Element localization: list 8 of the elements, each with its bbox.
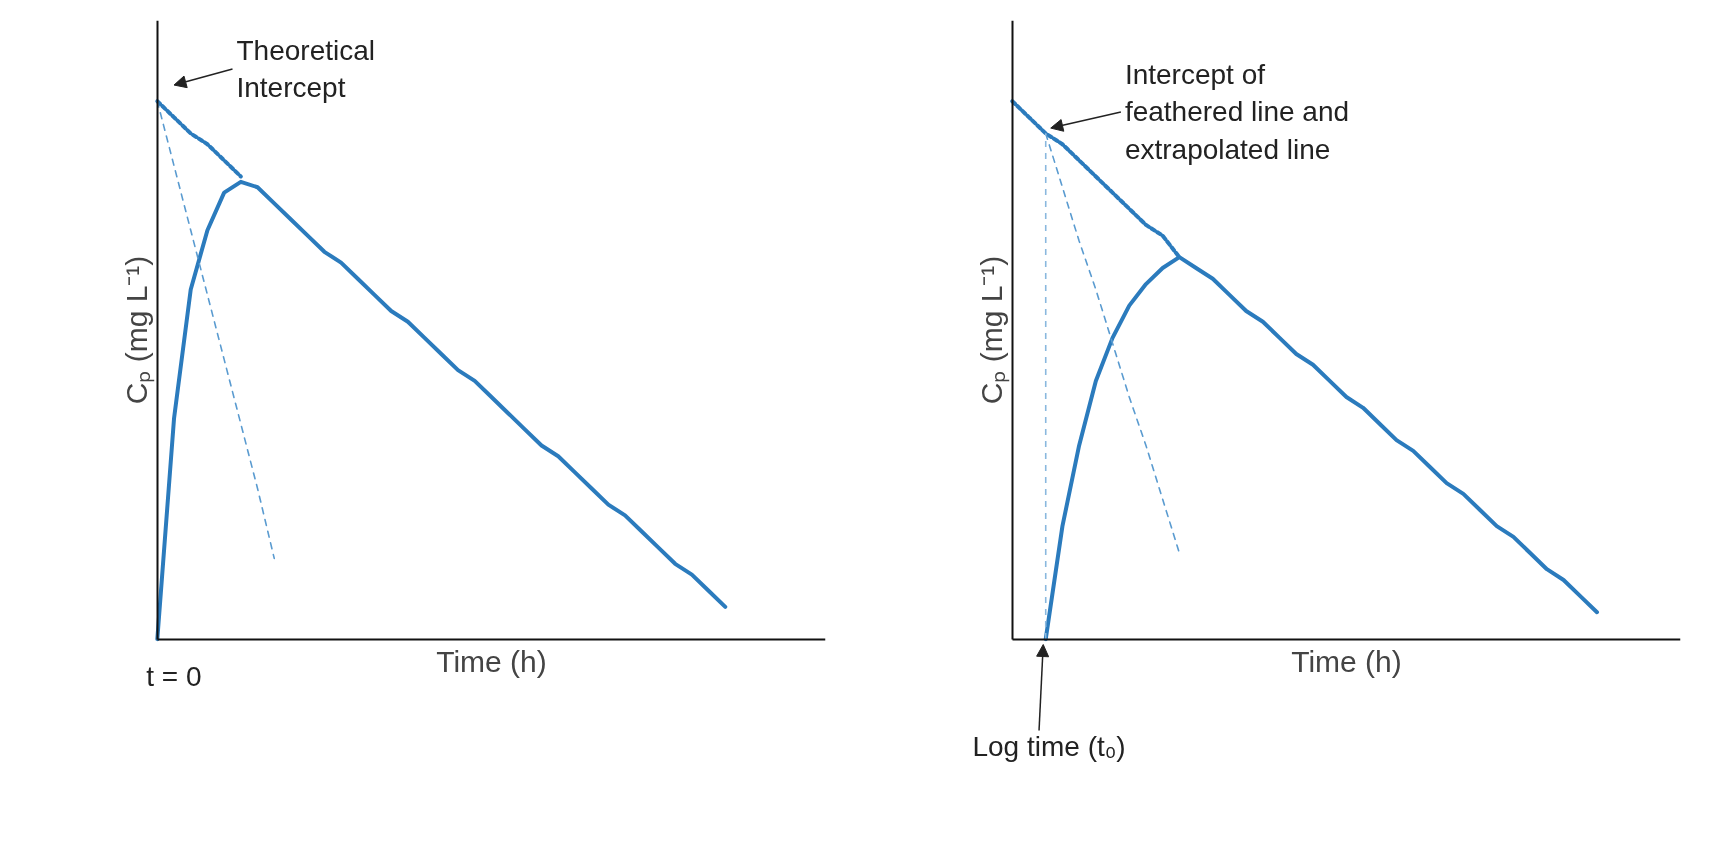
x-axis-title: Time (h) [436,644,547,678]
x-axis-title: Time (h) [1291,644,1402,678]
annotation: Intercept of feathered line and extrapolated line [1124,59,1350,165]
y-axis-title: Cₚ (mg L⁻¹) [119,255,155,405]
text: t = 0 [146,660,202,692]
annotation: Theoretical Intercept [236,34,375,104]
text: Log time (t₀) [972,730,1126,762]
y-axis-title: Cₚ (mg L⁻¹) [974,255,1010,405]
